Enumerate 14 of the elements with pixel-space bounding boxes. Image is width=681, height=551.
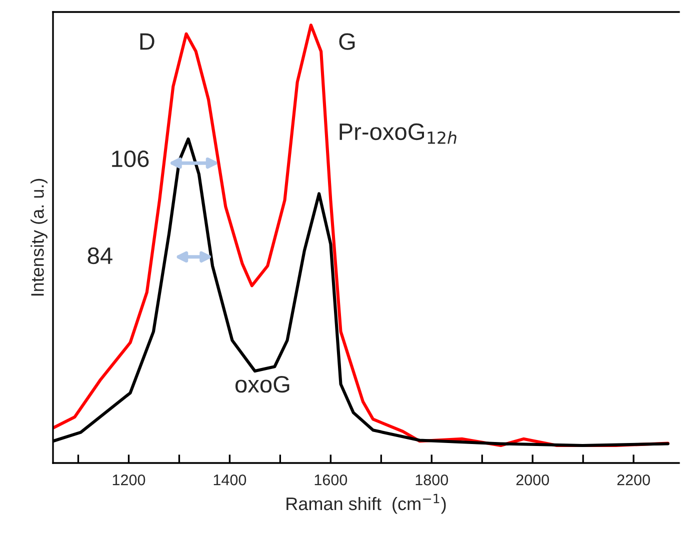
x-tick-label: 1800 [416, 474, 448, 486]
annotation: oxoG [235, 376, 290, 393]
x-axis-title: Raman shift (cm$^{−1}$) [286, 494, 446, 514]
annotation: D [140, 33, 154, 50]
annotation: Pr-oxoG$_{12h}$ [340, 123, 456, 144]
x-tick-label: 2200 [617, 474, 650, 486]
annotation: 106 [112, 150, 149, 168]
annotation: G [339, 33, 355, 50]
x-tick-label: 1200 [112, 474, 146, 486]
y-axis-title: Intensity (a. u.) [30, 178, 48, 296]
x-tick-label: 1400 [214, 474, 246, 486]
x-tick-label: 1600 [314, 474, 348, 486]
annotation: 84 [88, 247, 112, 264]
x-tick-label: 2000 [516, 474, 549, 486]
